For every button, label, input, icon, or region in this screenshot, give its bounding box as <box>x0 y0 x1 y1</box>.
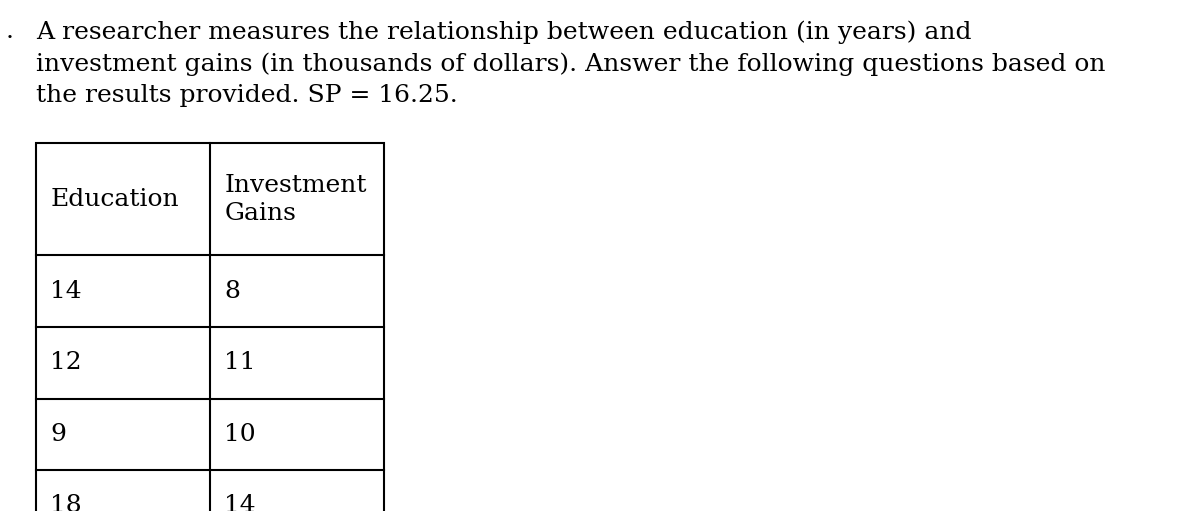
Text: Investment
Gains: Investment Gains <box>224 174 367 225</box>
Text: 14: 14 <box>50 280 82 303</box>
Text: 9: 9 <box>50 423 66 446</box>
Text: 12: 12 <box>50 351 82 375</box>
Text: 8: 8 <box>224 280 240 303</box>
Text: Education: Education <box>50 188 179 211</box>
Text: 18: 18 <box>50 494 82 511</box>
Text: A researcher measures the relationship between education (in years) and
investme: A researcher measures the relationship b… <box>36 20 1105 107</box>
Text: 11: 11 <box>224 351 256 375</box>
Text: .: . <box>6 20 14 43</box>
Text: 10: 10 <box>224 423 256 446</box>
Text: 14: 14 <box>224 494 256 511</box>
Bar <box>36 143 384 511</box>
